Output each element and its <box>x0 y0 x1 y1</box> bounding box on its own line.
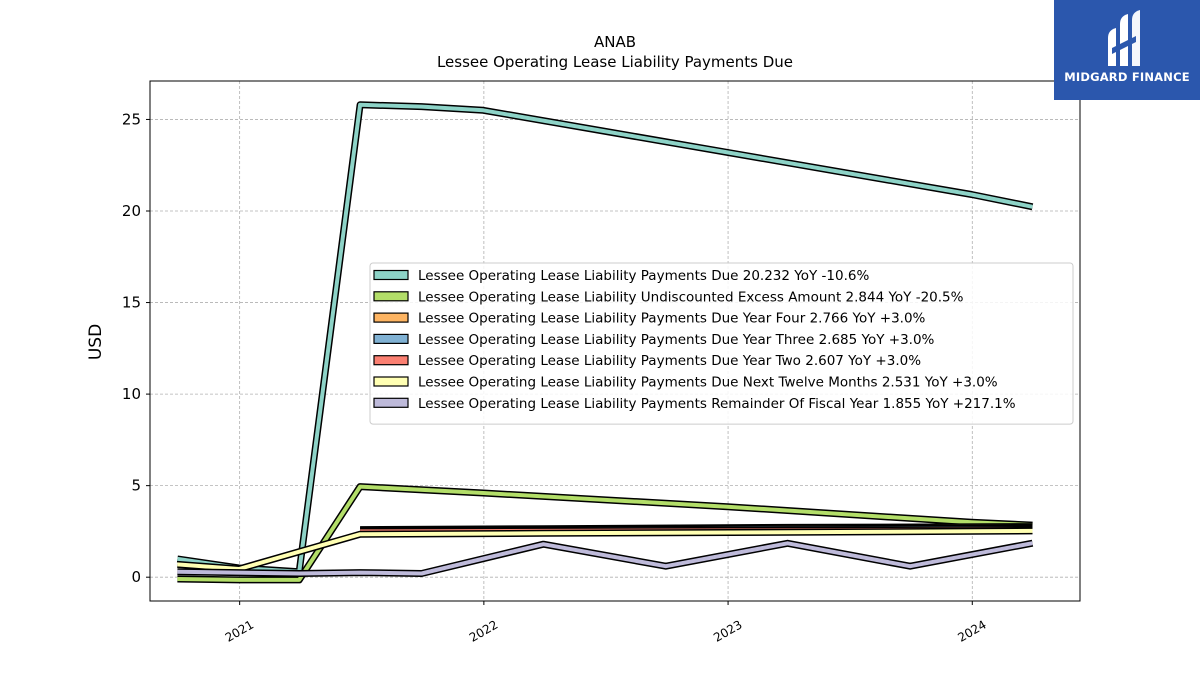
series-layer <box>176 101 1034 584</box>
y-tick-label: 15 <box>122 294 141 312</box>
series-line <box>177 541 1033 576</box>
legend: Lessee Operating Lease Liability Payment… <box>369 262 1074 425</box>
legend-swatch <box>373 376 409 387</box>
midgard-finance-logo: MIDGARD FINANCE <box>1054 0 1200 100</box>
series-6 <box>177 527 1033 573</box>
series-line <box>177 528 1033 571</box>
legend-label: Lessee Operating Lease Liability Payment… <box>418 353 921 369</box>
plot-frame <box>149 80 1081 602</box>
series-line <box>177 484 1033 582</box>
series-7 <box>177 539 1034 577</box>
x-tick-label: 2021 <box>223 617 256 644</box>
legend-swatch <box>373 291 409 302</box>
legend-swatch <box>373 397 409 408</box>
legend-label: Lessee Operating Lease Liability Payment… <box>418 311 926 327</box>
logo-mark-icon <box>1108 10 1140 66</box>
chart-title: ANAB <box>594 33 636 51</box>
legend-swatch <box>373 333 409 344</box>
legend-swatch <box>373 269 409 281</box>
legend-label: Lessee Operating Lease Liability Payment… <box>418 332 935 348</box>
y-tick-label: 5 <box>131 477 141 495</box>
y-tick-label: 0 <box>131 568 141 586</box>
logo-text: MIDGARD FINANCE <box>1064 70 1190 84</box>
y-tick-label: 25 <box>122 110 141 128</box>
series-1 <box>176 101 1034 576</box>
legend-label: Lessee Operating Lease Liability Payment… <box>418 268 869 284</box>
x-tick-label: 2024 <box>955 617 988 644</box>
y-tick-label: 10 <box>122 385 141 403</box>
legend-box <box>369 262 1074 425</box>
x-tick-label: 2022 <box>467 617 500 644</box>
legend-label: Lessee Operating Lease Liability Undisco… <box>418 289 964 305</box>
series-line <box>177 102 1033 574</box>
chart-subtitle: Lessee Operating Lease Liability Payment… <box>437 53 793 71</box>
legend-label: Lessee Operating Lease Liability Payment… <box>418 375 998 391</box>
x-tick-label: 2023 <box>711 617 744 644</box>
legend-swatch <box>373 355 409 366</box>
legend-swatch <box>373 312 409 323</box>
series-2 <box>177 483 1033 584</box>
y-tick-label: 20 <box>122 202 141 220</box>
y-axis-label: USD <box>86 324 106 360</box>
legend-label: Lessee Operating Lease Liability Payment… <box>418 396 1016 412</box>
